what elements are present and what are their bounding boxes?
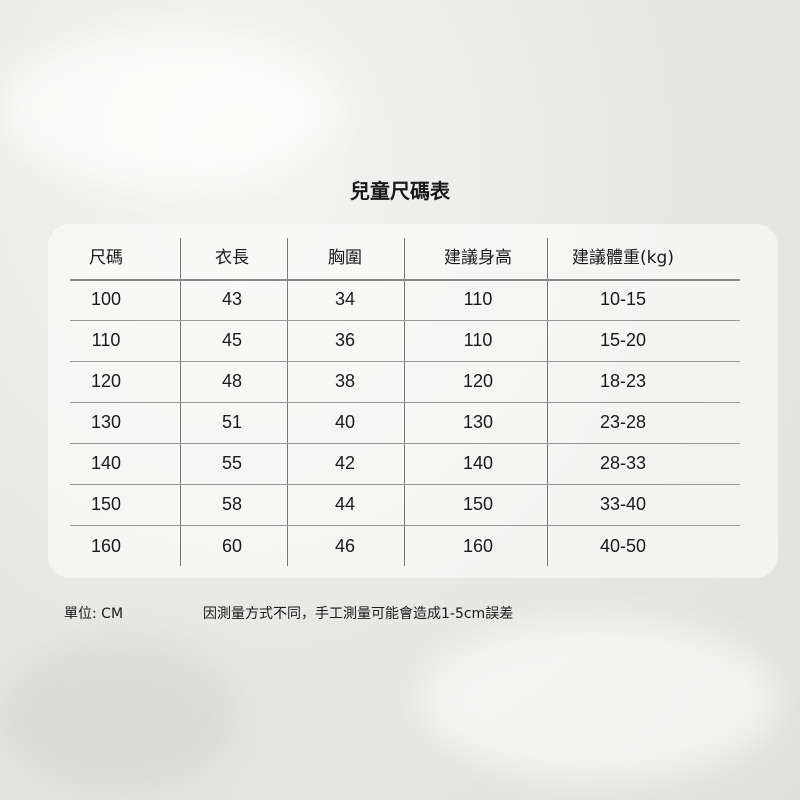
table-cell: 110 <box>91 330 121 350</box>
row-divider <box>70 443 740 444</box>
fabric-fold <box>0 30 340 190</box>
row-divider <box>70 402 740 403</box>
row-divider <box>70 484 740 485</box>
table-cell: 43 <box>221 289 243 309</box>
table-cell: 140 <box>462 453 494 473</box>
table-cell: 130 <box>90 412 122 432</box>
column-header: 建議體重(kg) <box>572 248 674 268</box>
table-cell: 34 <box>334 289 356 309</box>
table-cell: 100 <box>90 289 122 309</box>
measurement-note: 因測量方式不同，手工測量可能會造成1-5cm誤差 <box>203 606 514 622</box>
size-table-panel <box>48 224 778 578</box>
table-cell: 48 <box>221 371 243 391</box>
table-cell: 36 <box>334 330 356 350</box>
row-divider <box>70 320 740 321</box>
table-cell: 42 <box>334 453 356 473</box>
fabric-fold <box>420 620 780 780</box>
table-cell: 160 <box>462 536 494 556</box>
table-cell: 40-50 <box>599 536 647 556</box>
table-cell: 51 <box>221 412 243 432</box>
table-cell: 140 <box>90 453 122 473</box>
table-cell: 28-33 <box>599 453 647 473</box>
table-cell: 38 <box>334 371 356 391</box>
table-cell: 58 <box>221 494 243 514</box>
table-cell: 150 <box>462 494 494 514</box>
table-cell: 160 <box>90 536 122 556</box>
row-divider <box>70 279 740 281</box>
table-cell: 15-20 <box>599 330 647 350</box>
table-cell: 33-40 <box>599 494 647 514</box>
table-cell: 45 <box>221 330 243 350</box>
table-cell: 23-28 <box>599 412 647 432</box>
table-cell: 110 <box>463 289 493 309</box>
table-cell: 55 <box>221 453 243 473</box>
table-cell: 120 <box>462 371 494 391</box>
unit-label: 單位: CM <box>64 606 124 622</box>
table-cell: 60 <box>221 536 243 556</box>
table-cell: 150 <box>90 494 122 514</box>
table-cell: 130 <box>462 412 494 432</box>
table-cell: 10-15 <box>599 289 647 309</box>
table-cell: 120 <box>90 371 122 391</box>
row-divider <box>70 525 740 526</box>
table-cell: 40 <box>334 412 356 432</box>
column-header: 衣長 <box>215 248 249 268</box>
table-cell: 44 <box>334 494 356 514</box>
page-title: 兒童尺碼表 <box>350 179 450 203</box>
column-header: 尺碼 <box>89 248 123 268</box>
row-divider <box>70 361 740 362</box>
fabric-fold <box>0 640 240 790</box>
table-cell: 18-23 <box>599 371 647 391</box>
table-cell: 46 <box>334 536 356 556</box>
column-header: 建議身高 <box>444 248 512 268</box>
table-cell: 110 <box>463 330 493 350</box>
column-header: 胸圍 <box>328 248 362 268</box>
